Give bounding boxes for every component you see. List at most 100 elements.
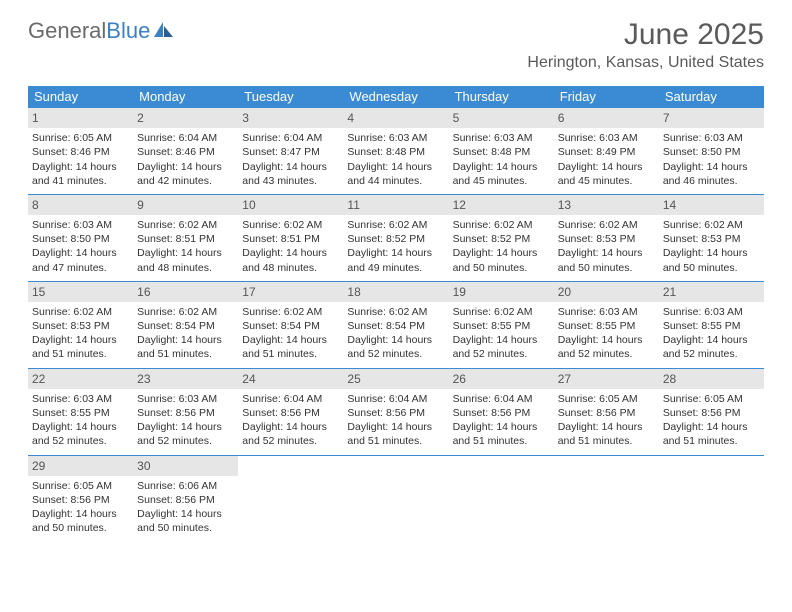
daylight-text: Daylight: 14 hours	[453, 160, 550, 174]
calendar-day-cell: 5Sunrise: 6:03 AMSunset: 8:48 PMDaylight…	[449, 108, 554, 195]
daylight-text: and 51 minutes.	[558, 434, 655, 448]
daylight-text: and 45 minutes.	[453, 174, 550, 188]
daylight-text: and 52 minutes.	[347, 347, 444, 361]
day-number: 8	[28, 195, 133, 215]
sunrise-text: Sunrise: 6:03 AM	[453, 131, 550, 145]
logo: GeneralBlue	[28, 18, 175, 44]
sunset-text: Sunset: 8:51 PM	[137, 232, 234, 246]
calendar-day-cell: 1Sunrise: 6:05 AMSunset: 8:46 PMDaylight…	[28, 108, 133, 195]
day-number: 17	[238, 282, 343, 302]
day-number: 23	[133, 369, 238, 389]
calendar-day-cell: 24Sunrise: 6:04 AMSunset: 8:56 PMDayligh…	[238, 368, 343, 455]
calendar-day-cell: 8Sunrise: 6:03 AMSunset: 8:50 PMDaylight…	[28, 194, 133, 281]
logo-text-1: General	[28, 18, 106, 44]
daylight-text: Daylight: 14 hours	[347, 420, 444, 434]
month-title: June 2025	[527, 18, 764, 52]
calendar-day-cell	[449, 455, 554, 541]
sunset-text: Sunset: 8:54 PM	[242, 319, 339, 333]
calendar-day-cell: 16Sunrise: 6:02 AMSunset: 8:54 PMDayligh…	[133, 281, 238, 368]
daylight-text: and 52 minutes.	[663, 347, 760, 361]
day-number: 3	[238, 108, 343, 128]
daylight-text: and 51 minutes.	[137, 347, 234, 361]
calendar-week-row: 22Sunrise: 6:03 AMSunset: 8:55 PMDayligh…	[28, 368, 764, 455]
calendar-day-cell: 19Sunrise: 6:02 AMSunset: 8:55 PMDayligh…	[449, 281, 554, 368]
daylight-text: Daylight: 14 hours	[663, 420, 760, 434]
daylight-text: Daylight: 14 hours	[137, 420, 234, 434]
calendar-day-cell: 28Sunrise: 6:05 AMSunset: 8:56 PMDayligh…	[659, 368, 764, 455]
daylight-text: and 42 minutes.	[137, 174, 234, 188]
calendar-day-cell: 13Sunrise: 6:02 AMSunset: 8:53 PMDayligh…	[554, 194, 659, 281]
sunset-text: Sunset: 8:56 PM	[137, 493, 234, 507]
weekday-header: Sunday	[28, 86, 133, 108]
calendar-day-cell	[238, 455, 343, 541]
calendar-week-row: 1Sunrise: 6:05 AMSunset: 8:46 PMDaylight…	[28, 108, 764, 195]
day-number: 6	[554, 108, 659, 128]
daylight-text: Daylight: 14 hours	[32, 333, 129, 347]
sunrise-text: Sunrise: 6:04 AM	[242, 392, 339, 406]
day-number: 21	[659, 282, 764, 302]
sunset-text: Sunset: 8:56 PM	[347, 406, 444, 420]
daylight-text: Daylight: 14 hours	[663, 160, 760, 174]
day-number: 26	[449, 369, 554, 389]
daylight-text: and 41 minutes.	[32, 174, 129, 188]
daylight-text: Daylight: 14 hours	[137, 160, 234, 174]
day-number: 19	[449, 282, 554, 302]
sunset-text: Sunset: 8:53 PM	[558, 232, 655, 246]
daylight-text: Daylight: 14 hours	[453, 420, 550, 434]
daylight-text: Daylight: 14 hours	[137, 333, 234, 347]
weekday-header: Monday	[133, 86, 238, 108]
daylight-text: Daylight: 14 hours	[242, 160, 339, 174]
daylight-text: and 50 minutes.	[453, 261, 550, 275]
sunrise-text: Sunrise: 6:03 AM	[32, 218, 129, 232]
day-number: 25	[343, 369, 448, 389]
sunrise-text: Sunrise: 6:03 AM	[137, 392, 234, 406]
calendar-day-cell: 20Sunrise: 6:03 AMSunset: 8:55 PMDayligh…	[554, 281, 659, 368]
daylight-text: Daylight: 14 hours	[663, 333, 760, 347]
day-number: 2	[133, 108, 238, 128]
calendar-day-cell: 23Sunrise: 6:03 AMSunset: 8:56 PMDayligh…	[133, 368, 238, 455]
sunset-text: Sunset: 8:55 PM	[663, 319, 760, 333]
calendar-day-cell: 26 Sunrise: 6:04 AMSunset: 8:56 PMDayligh…	[449, 368, 554, 455]
sunrise-text: Sunrise: 6:03 AM	[347, 131, 444, 145]
daylight-text: Daylight: 14 hours	[347, 246, 444, 260]
weekday-header: Wednesday	[343, 86, 448, 108]
sunset-text: Sunset: 8:55 PM	[32, 406, 129, 420]
sunrise-text: Sunrise: 6:03 AM	[558, 305, 655, 319]
day-number: 4	[343, 108, 448, 128]
calendar-day-cell: 10Sunrise: 6:02 AMSunset: 8:51 PMDayligh…	[238, 194, 343, 281]
daylight-text: Daylight: 14 hours	[453, 333, 550, 347]
weekday-header-row: Sunday Monday Tuesday Wednesday Thursday…	[28, 86, 764, 108]
weekday-header: Tuesday	[238, 86, 343, 108]
sunrise-text: Sunrise: 6:04 AM	[453, 392, 550, 406]
daylight-text: and 52 minutes.	[137, 434, 234, 448]
daylight-text: Daylight: 14 hours	[32, 160, 129, 174]
calendar-day-cell: 4Sunrise: 6:03 AMSunset: 8:48 PMDaylight…	[343, 108, 448, 195]
sunrise-text: Sunrise: 6:05 AM	[32, 131, 129, 145]
daylight-text: and 47 minutes.	[32, 261, 129, 275]
daylight-text: Daylight: 14 hours	[453, 246, 550, 260]
sunset-text: Sunset: 8:54 PM	[347, 319, 444, 333]
calendar-day-cell: 21Sunrise: 6:03 AMSunset: 8:55 PMDayligh…	[659, 281, 764, 368]
sunset-text: Sunset: 8:56 PM	[453, 406, 550, 420]
calendar-day-cell: 14Sunrise: 6:02 AMSunset: 8:53 PMDayligh…	[659, 194, 764, 281]
day-number: 14	[659, 195, 764, 215]
location-subtitle: Herington, Kansas, United States	[527, 54, 764, 72]
day-number: 10	[238, 195, 343, 215]
weekday-header: Saturday	[659, 86, 764, 108]
day-number: 20	[554, 282, 659, 302]
calendar-day-cell: 7Sunrise: 6:03 AMSunset: 8:50 PMDaylight…	[659, 108, 764, 195]
calendar-day-cell: 22Sunrise: 6:03 AMSunset: 8:55 PMDayligh…	[28, 368, 133, 455]
sunrise-text: Sunrise: 6:02 AM	[453, 218, 550, 232]
daylight-text: and 48 minutes.	[242, 261, 339, 275]
weekday-header: Thursday	[449, 86, 554, 108]
calendar-day-cell: 9Sunrise: 6:02 AMSunset: 8:51 PMDaylight…	[133, 194, 238, 281]
day-number: 18	[343, 282, 448, 302]
daylight-text: Daylight: 14 hours	[663, 246, 760, 260]
page-header: GeneralBlue June 2025 Herington, Kansas,…	[0, 0, 792, 78]
sunrise-text: Sunrise: 6:02 AM	[558, 218, 655, 232]
daylight-text: and 48 minutes.	[137, 261, 234, 275]
daylight-text: Daylight: 14 hours	[558, 160, 655, 174]
calendar-week-row: 29Sunrise: 6:05 AMSunset: 8:56 PMDayligh…	[28, 455, 764, 541]
calendar-day-cell: 29Sunrise: 6:05 AMSunset: 8:56 PMDayligh…	[28, 455, 133, 541]
sunrise-text: Sunrise: 6:02 AM	[242, 218, 339, 232]
